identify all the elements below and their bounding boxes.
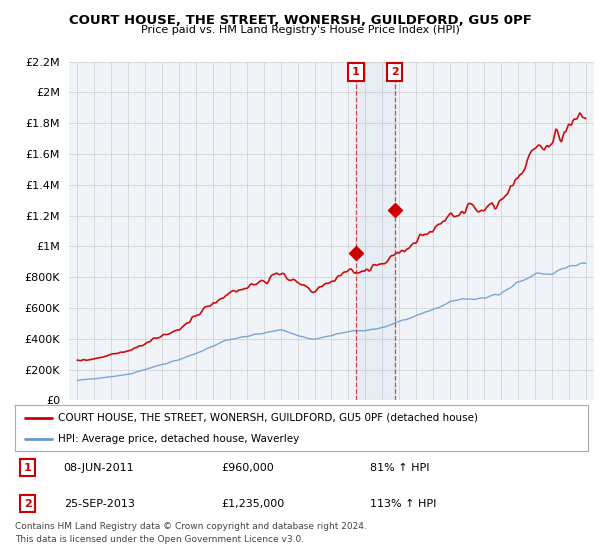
Text: 113% ↑ HPI: 113% ↑ HPI [370, 499, 437, 509]
Text: £960,000: £960,000 [221, 463, 274, 473]
Text: 81% ↑ HPI: 81% ↑ HPI [370, 463, 430, 473]
Bar [356, 62, 395, 400]
Text: 2: 2 [391, 67, 398, 77]
Text: 2: 2 [24, 499, 31, 509]
Text: COURT HOUSE, THE STREET, WONERSH, GUILDFORD, GU5 0PF: COURT HOUSE, THE STREET, WONERSH, GUILDF… [68, 14, 532, 27]
Text: 1: 1 [24, 463, 31, 473]
Text: COURT HOUSE, THE STREET, WONERSH, GUILDFORD, GU5 0PF (detached house): COURT HOUSE, THE STREET, WONERSH, GUILDF… [58, 413, 478, 423]
Text: Price paid vs. HM Land Registry's House Price Index (HPI): Price paid vs. HM Land Registry's House … [140, 25, 460, 35]
Text: Contains HM Land Registry data © Crown copyright and database right 2024.
This d: Contains HM Land Registry data © Crown c… [15, 522, 367, 544]
Text: HPI: Average price, detached house, Waverley: HPI: Average price, detached house, Wave… [58, 435, 299, 444]
Text: 1: 1 [352, 67, 360, 77]
Text: 25-SEP-2013: 25-SEP-2013 [64, 499, 134, 509]
Text: £1,235,000: £1,235,000 [221, 499, 284, 509]
Text: 08-JUN-2011: 08-JUN-2011 [64, 463, 134, 473]
